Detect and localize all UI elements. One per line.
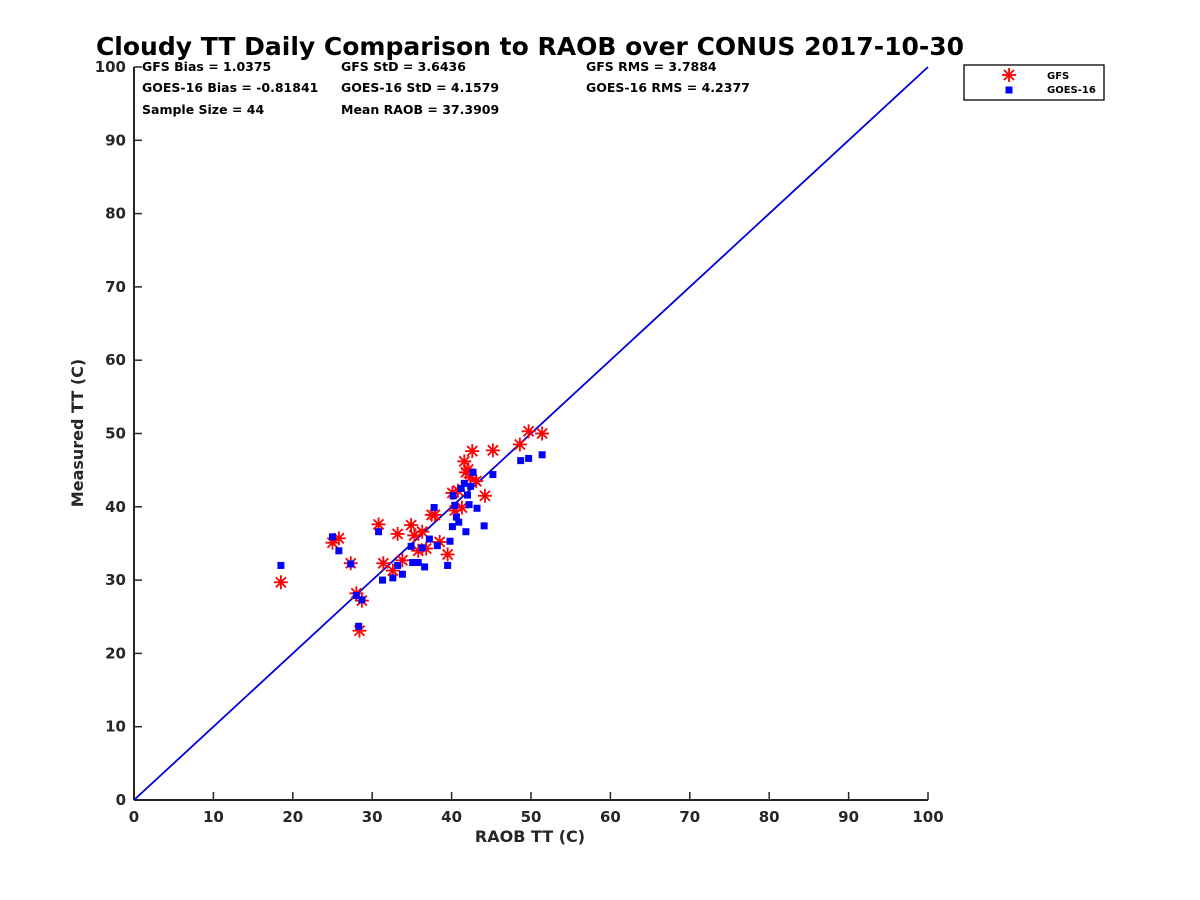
data-point-gfs	[404, 518, 419, 533]
data-point-goes16	[389, 574, 397, 582]
data-point-goes16	[448, 523, 456, 531]
data-point-goes16	[418, 544, 426, 552]
stat-gfs-rms: GFS RMS = 3.7884	[586, 59, 717, 74]
stat-gfs-bias: GFS Bias = 1.0375	[142, 59, 271, 74]
statistics-block: GFS Bias = 1.0375 GFS StD = 3.6436 GFS R…	[142, 59, 750, 117]
x-tick-label: 50	[521, 808, 542, 826]
data-point-goes16	[407, 542, 415, 550]
y-tick-label: 80	[105, 205, 126, 223]
stat-goes-std: GOES-16 StD = 4.1579	[341, 80, 499, 95]
data-point-goes16	[460, 479, 468, 487]
legend-goes-marker-icon	[1005, 86, 1013, 94]
data-point-goes16	[489, 471, 497, 479]
data-points	[273, 424, 550, 638]
data-point-goes16	[469, 468, 477, 476]
x-tick-label: 80	[759, 808, 780, 826]
data-point-goes16	[451, 501, 459, 509]
stat-mean-raob: Mean RAOB = 37.3909	[341, 102, 499, 117]
data-point-goes16	[457, 484, 465, 492]
y-tick-label: 100	[95, 58, 126, 76]
stat-goes-bias: GOES-16 Bias = -0.81841	[142, 80, 318, 95]
y-tick-label: 60	[105, 351, 126, 369]
y-tick-label: 70	[105, 278, 126, 296]
data-point-goes16	[379, 576, 387, 584]
data-point-goes16	[473, 504, 481, 512]
data-point-goes16	[463, 491, 471, 499]
y-tick-label: 30	[105, 571, 126, 589]
data-point-goes16	[517, 457, 525, 465]
data-point-gfs	[376, 556, 391, 571]
x-tick-label: 30	[362, 808, 383, 826]
data-point-gfs	[390, 526, 405, 541]
data-point-gfs	[512, 437, 527, 452]
x-tick-label: 10	[203, 808, 224, 826]
data-point-goes16	[358, 596, 366, 604]
data-point-goes16	[538, 451, 546, 459]
data-point-goes16	[444, 561, 452, 569]
x-tick-label: 60	[600, 808, 621, 826]
data-point-goes16	[352, 591, 360, 599]
legend-gfs-asterisk	[1002, 68, 1016, 82]
data-point-goes16	[425, 535, 433, 543]
data-point-goes16	[480, 522, 488, 530]
data-point-goes16	[277, 561, 285, 569]
data-point-goes16	[421, 563, 429, 571]
legend-goes-square	[1005, 86, 1013, 94]
data-point-gfs	[535, 426, 550, 441]
legend-gfs-label: GFS	[1047, 71, 1069, 82]
data-point-gfs	[465, 444, 480, 459]
data-point-goes16	[355, 622, 363, 630]
data-point-goes16	[409, 559, 417, 567]
x-tick-label: 20	[282, 808, 303, 826]
stat-goes-rms: GOES-16 RMS = 4.2377	[586, 80, 750, 95]
data-point-goes16	[446, 537, 454, 545]
stat-sample-size: Sample Size = 44	[142, 102, 264, 117]
legend-box	[963, 64, 1105, 101]
data-point-gfs	[273, 575, 288, 590]
data-point-gfs	[485, 443, 500, 458]
data-point-goes16	[455, 518, 463, 526]
y-tick-label: 90	[105, 131, 126, 149]
data-point-gfs	[415, 524, 430, 539]
x-axis-label: RAOB TT (C)	[475, 827, 585, 846]
data-point-gfs	[477, 488, 492, 503]
x-tick-label: 90	[838, 808, 859, 826]
y-tick-label: 10	[105, 718, 126, 736]
data-point-goes16	[375, 528, 383, 536]
data-point-goes16	[452, 513, 460, 521]
x-tick-label: 70	[679, 808, 700, 826]
y-tick-label: 40	[105, 498, 126, 516]
axes: 0 10 20 30 40 50 60 70 80 90 100 0 10 20 30 40 50 60 70 80 9…	[95, 58, 944, 826]
data-point-goes16	[430, 504, 438, 512]
data-point-goes16	[467, 482, 475, 490]
data-point-goes16	[394, 561, 402, 569]
x-tick-label: 100	[912, 808, 943, 826]
data-point-goes16	[449, 492, 457, 500]
data-point-gfs	[521, 424, 536, 439]
legend-gfs-marker-icon	[1002, 68, 1016, 82]
data-point-goes16	[398, 570, 406, 578]
legend-goes-label: GOES-16	[1047, 85, 1096, 96]
chart-title: Cloudy TT Daily Comparison to RAOB over …	[96, 32, 964, 61]
data-point-gfs	[440, 547, 455, 562]
y-tick-label: 0	[116, 791, 126, 809]
data-point-goes16	[414, 559, 422, 567]
data-point-goes16	[433, 542, 441, 550]
data-point-goes16	[465, 501, 473, 509]
data-point-goes16	[525, 454, 533, 462]
legend: GFS GOES-16	[963, 64, 1105, 101]
y-axis-label: Measured TT (C)	[68, 359, 87, 507]
data-point-goes16	[462, 528, 470, 536]
y-tick-label: 50	[105, 425, 126, 443]
data-point-goes16	[335, 547, 343, 555]
data-point-goes16	[347, 560, 355, 568]
x-tick-label: 40	[441, 808, 462, 826]
x-tick-label: 0	[129, 808, 139, 826]
y-tick-label: 20	[105, 644, 126, 662]
data-point-goes16	[329, 533, 336, 541]
stat-gfs-std: GFS StD = 3.6436	[341, 59, 466, 74]
